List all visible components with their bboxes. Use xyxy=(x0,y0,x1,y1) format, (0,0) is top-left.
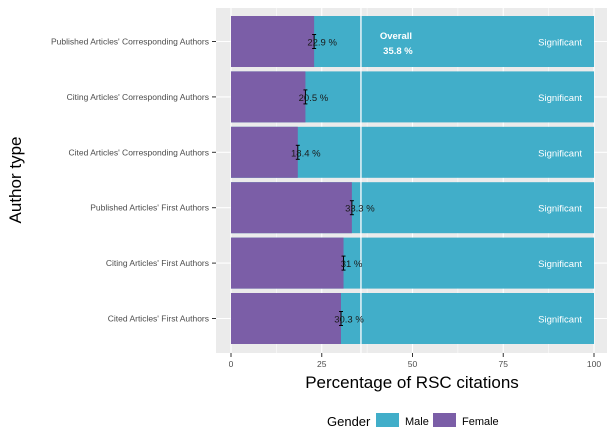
bar-female xyxy=(231,16,315,67)
significance-label: Significant xyxy=(538,259,582,270)
bar-female xyxy=(231,182,352,234)
legend-title: Gender xyxy=(327,414,371,427)
reference-value: 35.8 % xyxy=(383,46,413,57)
y-tick-label: Cited Articles' First Authors xyxy=(108,314,209,324)
x-tick-label: 0 xyxy=(229,359,234,369)
y-tick-label: Published Articles' Corresponding Author… xyxy=(51,37,209,47)
legend-label-male: Male xyxy=(405,416,429,427)
y-axis: Published Articles' Corresponding Author… xyxy=(51,37,216,324)
x-tick-label: 50 xyxy=(408,359,418,369)
female-percent-label: 31 % xyxy=(341,259,363,270)
x-tick-label: 75 xyxy=(499,359,509,369)
y-tick-label: Published Articles' First Authors xyxy=(90,203,209,213)
bar-female xyxy=(231,71,306,123)
x-axis-title: Percentage of RSC citations xyxy=(305,373,519,392)
female-percent-label: 20.5 % xyxy=(299,93,329,104)
legend-swatch-male xyxy=(376,413,399,427)
y-tick-label: Cited Articles' Corresponding Authors xyxy=(68,147,209,157)
reference-label: Overall xyxy=(380,31,412,42)
significance-label: Significant xyxy=(538,38,582,49)
y-tick-label: Citing Articles' Corresponding Authors xyxy=(67,92,209,102)
bars xyxy=(231,16,594,344)
female-percent-label: 18.4 % xyxy=(291,148,321,159)
significance-label: Significant xyxy=(538,204,582,215)
female-percent-label: 22.9 % xyxy=(307,38,337,49)
legend: Gender Male Female xyxy=(327,413,499,427)
female-percent-label: 33.3 % xyxy=(345,204,375,215)
significance-label: Significant xyxy=(538,315,582,326)
significance-label: Significant xyxy=(538,148,582,159)
significance-label: Significant xyxy=(538,93,582,104)
x-axis: 0 25 50 75 100 xyxy=(229,353,601,369)
y-tick-label: Citing Articles' First Authors xyxy=(106,258,209,268)
legend-label-female: Female xyxy=(462,416,499,427)
bar-female xyxy=(231,293,341,344)
reference-line-group: Overall 35.8 % xyxy=(360,8,413,353)
legend-swatch-female xyxy=(433,413,456,427)
bar-female xyxy=(231,237,344,289)
bar-female xyxy=(231,126,298,178)
female-percent-label: 30.3 % xyxy=(334,315,364,326)
y-axis-title: Author type xyxy=(6,137,25,224)
x-tick-label: 25 xyxy=(317,359,327,369)
bar-labels: 22.9 % Significant 20.5 % Significant 18.4 %… xyxy=(291,34,582,326)
x-tick-label: 100 xyxy=(587,359,601,369)
